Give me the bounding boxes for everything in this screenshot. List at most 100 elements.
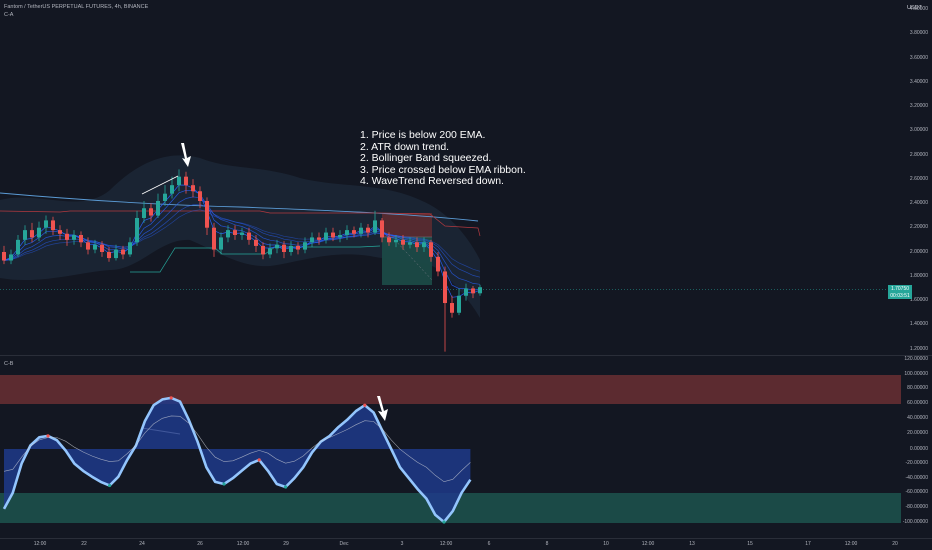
- indicator-b-label[interactable]: C-B: [4, 361, 14, 367]
- candle-body: [317, 237, 321, 240]
- time-tick: 12:00: [33, 541, 47, 547]
- candle-body: [303, 242, 307, 250]
- time-tick: 8: [545, 541, 549, 547]
- time-tick: 12:00: [641, 541, 655, 547]
- osc-tick: -80.00000: [905, 504, 928, 510]
- candle-body: [100, 244, 104, 252]
- strategy-annotation: 1. Price is below 200 EMA. 2. ATR down t…: [360, 129, 526, 188]
- wave-arrow: [377, 396, 388, 421]
- candle-body: [170, 185, 174, 194]
- candle-body: [401, 239, 405, 245]
- current-price-badge: 1.70750 00:03:51: [888, 285, 912, 299]
- candle-body: [415, 242, 419, 248]
- wavetrend-signal-line: [3, 415, 471, 483]
- ema-200-line: [0, 192, 479, 222]
- time-tick: 13: [689, 541, 695, 547]
- candle-body: [261, 245, 265, 255]
- price-tick: 3.00000: [909, 127, 928, 133]
- annotation-line-1: 1. Price is below 200 EMA.: [360, 129, 486, 141]
- time-tick: 26: [197, 541, 203, 547]
- candle-countdown: 00:03:51: [890, 292, 910, 299]
- candle-body: [380, 220, 384, 238]
- price-tick: 2.40000: [909, 200, 928, 206]
- candle-body: [240, 232, 244, 235]
- candle-body: [310, 237, 314, 243]
- candle-body: [128, 242, 132, 255]
- candle-body: [149, 208, 153, 216]
- annotation-line-5: 4. WaveTrend Reversed down.: [360, 175, 504, 187]
- wavetrend-cross-dot: [108, 483, 112, 488]
- price-tick: 3.60000: [909, 55, 928, 61]
- candle-body: [114, 249, 118, 259]
- ema-ribbon-line: [3, 196, 481, 285]
- candle-body: [44, 220, 48, 228]
- current-price-value: 1.70750: [890, 286, 910, 292]
- candle-body: [450, 303, 454, 313]
- candle-body: [37, 227, 41, 238]
- candle-body: [282, 244, 286, 252]
- candle-body: [184, 176, 188, 186]
- time-tick: 6: [487, 541, 491, 547]
- time-tick: 12:00: [236, 541, 250, 547]
- candle-body: [205, 200, 209, 228]
- price-trendline: [141, 175, 179, 195]
- osc-tick: 20.00000: [907, 430, 928, 436]
- time-tick: 22: [81, 541, 87, 547]
- candle-body: [247, 232, 251, 240]
- candle-body: [471, 288, 475, 294]
- price-tick: 1.20000: [909, 346, 928, 352]
- candle-body: [79, 234, 83, 243]
- candle-body: [16, 239, 20, 255]
- candle-body: [219, 237, 223, 250]
- wavetrend-line: [2, 396, 472, 524]
- atr-lower-line: [130, 245, 381, 273]
- annotation-line-3: 2. Bollinger Band squeezed.: [360, 152, 492, 164]
- time-tick: 15: [747, 541, 753, 547]
- overbought-zone: [0, 375, 901, 404]
- candle-body: [366, 227, 370, 233]
- price-tick: 2.20000: [909, 224, 928, 230]
- wavetrend-cross-dot: [169, 396, 173, 400]
- time-tick: 10: [603, 541, 609, 547]
- candle-body: [338, 234, 342, 238]
- price-tick: 3.20000: [909, 103, 928, 109]
- candle-body: [254, 239, 258, 246]
- candle-body: [107, 252, 111, 259]
- time-tick: 29: [283, 541, 289, 547]
- wavetrend-cross-dot: [257, 458, 261, 462]
- candle-body: [289, 245, 293, 252]
- trade-path: [394, 239, 433, 281]
- candle-body: [51, 220, 55, 231]
- time-tick: Dec: [339, 541, 349, 547]
- osc-tick: -100.00000: [902, 519, 928, 525]
- wavetrend-cross-dot: [284, 485, 288, 489]
- candle-body: [324, 232, 328, 240]
- candle-body: [142, 208, 146, 218]
- indicator-a-label[interactable]: C-A: [4, 12, 14, 18]
- candle-body: [464, 288, 468, 296]
- price-tick: 2.00000: [909, 249, 928, 255]
- candle-body: [226, 230, 230, 238]
- candle-body: [359, 227, 363, 234]
- price-tick: 2.80000: [909, 152, 928, 158]
- candle-body: [2, 252, 6, 261]
- price-tick: 1.80000: [909, 273, 928, 279]
- time-tick: 17: [805, 541, 811, 547]
- candle-body: [198, 191, 202, 201]
- osc-tick: 40.00000: [907, 415, 928, 421]
- wavetrend-cross-dot: [222, 482, 226, 486]
- candle-body: [436, 256, 440, 272]
- ema-ribbon-line: [3, 209, 481, 272]
- candle-body: [373, 220, 377, 233]
- candle-body: [268, 248, 272, 255]
- wavetrend-cross-dot: [46, 434, 50, 438]
- symbol-title[interactable]: Fantom / TetherUS PERPETUAL FUTURES, 4h,…: [4, 4, 149, 10]
- price-tick: 2.60000: [909, 176, 928, 182]
- annotation-line-2: 2. ATR down trend.: [360, 140, 450, 153]
- candle-body: [352, 230, 356, 234]
- candle-body: [394, 239, 398, 243]
- wavetrend-cross-dot: [363, 403, 367, 407]
- candle-body: [429, 242, 433, 257]
- candle-body: [212, 227, 216, 250]
